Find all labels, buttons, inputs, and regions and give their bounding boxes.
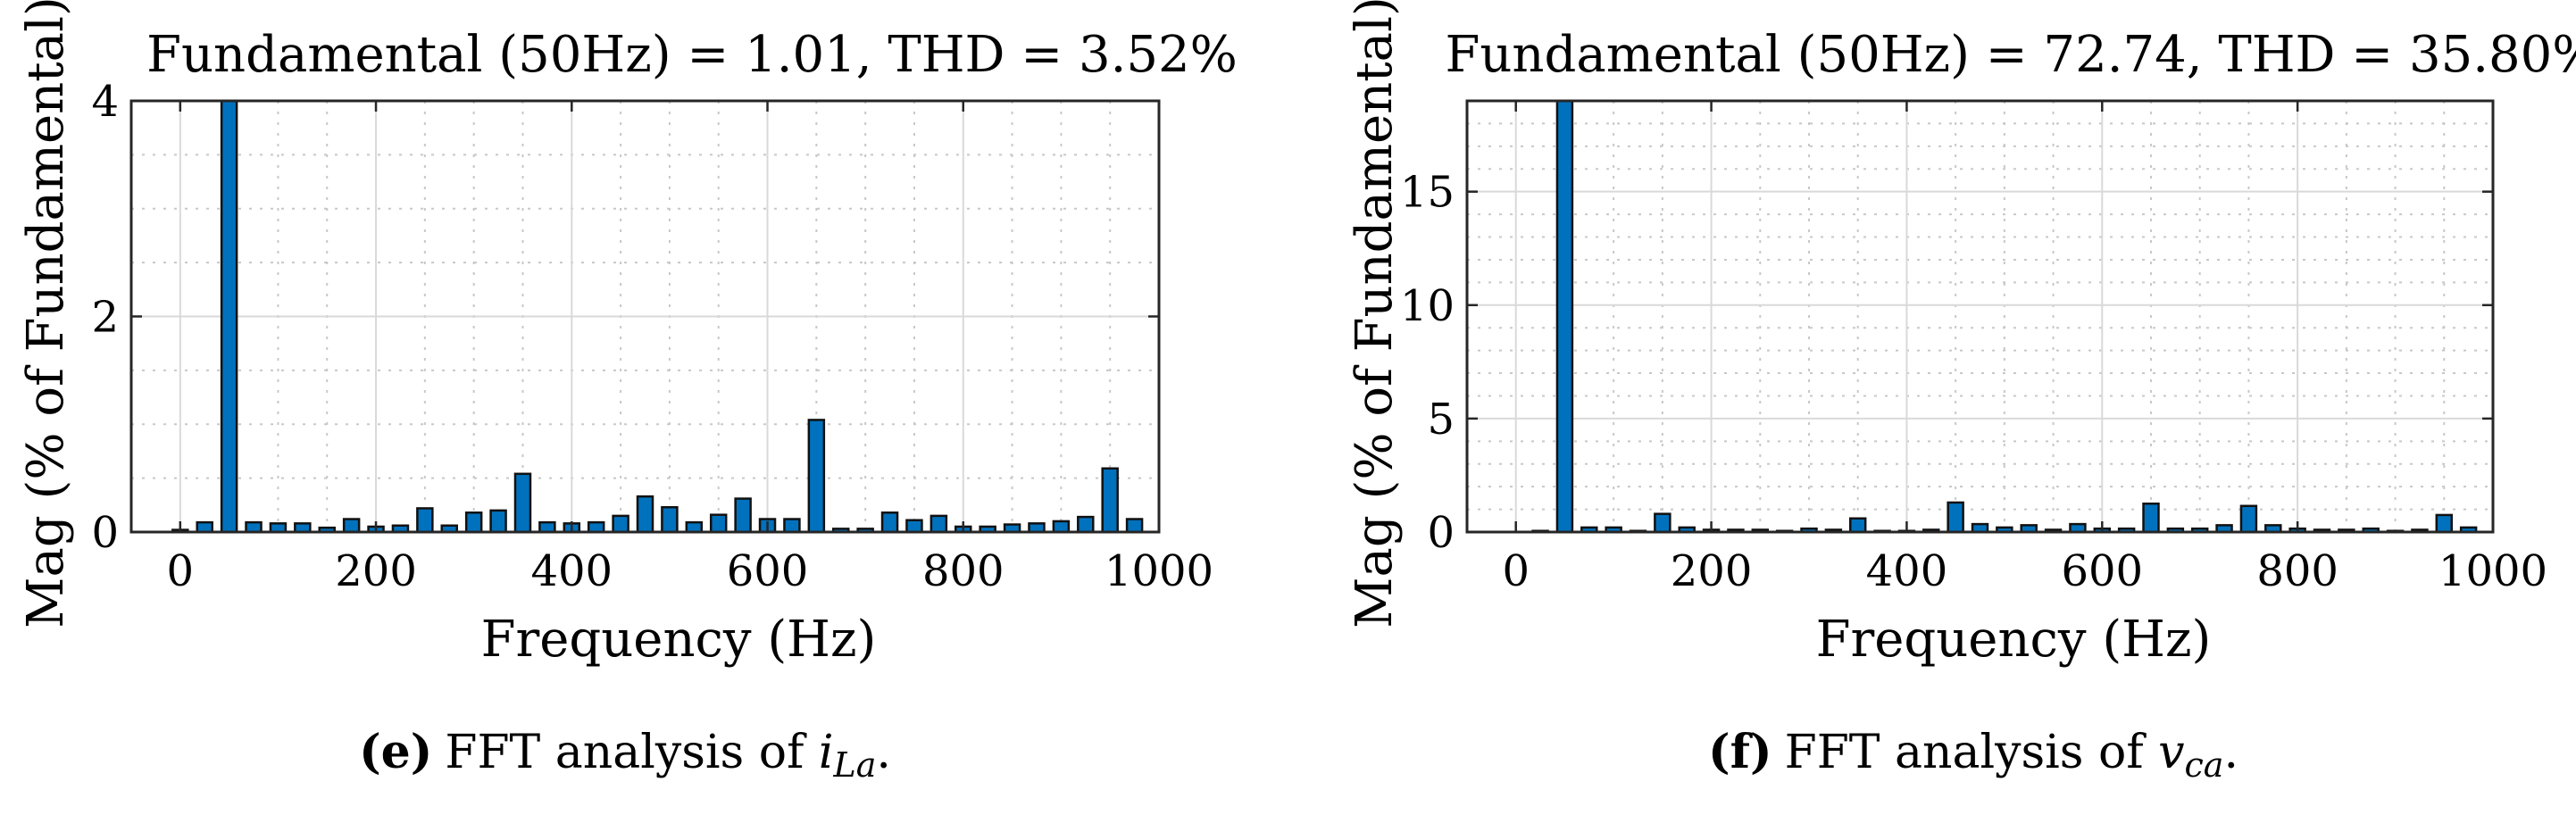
bar: [1555, 99, 1574, 534]
chart-title: Fundamental (50Hz) = 72.74, THD = 35.80%: [1445, 26, 2576, 84]
bar: [734, 497, 752, 534]
caption-text: FFT analysis of: [1785, 726, 2159, 779]
x-tick-label: 0: [167, 546, 195, 596]
bar: [538, 520, 556, 534]
tick-labels: 0 200 400 600 800 1000 0 5 10 15: [1400, 101, 2547, 596]
y-tick-label: 2: [91, 293, 119, 343]
bar: [612, 514, 629, 534]
bar: [416, 507, 434, 534]
bar: [709, 513, 728, 534]
bar: [196, 520, 213, 534]
y-tick-label: 4: [91, 77, 119, 127]
x-tick-label: 600: [2061, 546, 2143, 596]
bar: [636, 495, 654, 534]
x-tick-label: 800: [2256, 546, 2338, 596]
caption-subscript: La: [833, 745, 877, 785]
bar: [1077, 515, 1095, 534]
caption-variable: v: [2158, 726, 2184, 779]
y-tick-label: 5: [1427, 395, 1455, 445]
bar: [1101, 467, 1119, 534]
x-axis-label: Frequency (Hz): [1816, 611, 2212, 669]
bar: [1654, 512, 1671, 534]
chart-title: Fundamental (50Hz) = 1.01, THD = 3.52%: [146, 26, 1238, 84]
bar: [807, 419, 826, 534]
caption-variable: i: [819, 726, 834, 779]
caption-end: .: [2223, 726, 2238, 779]
x-tick-label: 1000: [2438, 546, 2547, 596]
bar: [905, 519, 923, 534]
bar: [661, 505, 679, 534]
bar: [1848, 517, 1867, 534]
bar: [245, 520, 263, 534]
y-tick-label: 10: [1400, 281, 1455, 331]
chart-panel-e: Fundamental (50Hz) = 1.01, THD = 3.52% 0…: [17, 0, 1238, 785]
x-tick-label: 200: [1671, 546, 1753, 596]
bar: [2142, 502, 2160, 534]
bar: [1125, 518, 1144, 534]
caption-e: (e) FFT analysis of iLa.: [359, 725, 891, 785]
plot-frame: [1465, 99, 2495, 534]
caption-f: (f) FFT analysis of vca.: [1708, 725, 2238, 785]
y-axis-label: Mag (% of Fundamental): [1346, 0, 1404, 628]
x-tick-label: 400: [1866, 546, 1948, 596]
bar: [930, 514, 948, 534]
y-tick-label: 15: [1400, 168, 1455, 218]
caption-label: (e): [359, 725, 432, 779]
bar: [1947, 501, 1964, 534]
bar: [489, 509, 507, 534]
y-tick-label: 0: [91, 508, 119, 558]
bar: [513, 472, 532, 534]
bar: [685, 520, 704, 534]
caption-label: (f): [1708, 725, 1772, 779]
x-tick-label: 600: [727, 546, 809, 596]
x-tick-label: 1000: [1105, 546, 1213, 596]
grid: [130, 101, 1159, 532]
x-axis-label: Frequency (Hz): [481, 611, 877, 669]
bar: [2239, 504, 2258, 534]
y-axis-label: Mag (% of Fundamental): [17, 0, 75, 628]
bar-series: [1506, 99, 2478, 534]
caption-subscript: ca: [2185, 745, 2224, 785]
bar: [342, 518, 361, 534]
caption-end: .: [876, 726, 891, 779]
grid: [1466, 101, 2493, 532]
bar: [880, 511, 899, 534]
bar: [220, 99, 238, 534]
bar: [1052, 520, 1071, 534]
bar: [2435, 513, 2454, 534]
x-tick-label: 400: [530, 546, 613, 596]
bar: [783, 518, 801, 534]
x-tick-label: 800: [922, 546, 1005, 596]
y-tick-label: 0: [1427, 508, 1455, 558]
x-tick-label: 0: [1502, 546, 1530, 596]
caption-text: FFT analysis of: [445, 726, 819, 779]
chart-panel-f: Fundamental (50Hz) = 72.74, THD = 35.80%…: [1346, 0, 2576, 785]
bar: [464, 511, 483, 534]
x-tick-label: 200: [335, 546, 417, 596]
bar: [587, 520, 605, 534]
tick-labels: 0 200 400 600 800 1000 0 2 4: [91, 77, 1213, 596]
